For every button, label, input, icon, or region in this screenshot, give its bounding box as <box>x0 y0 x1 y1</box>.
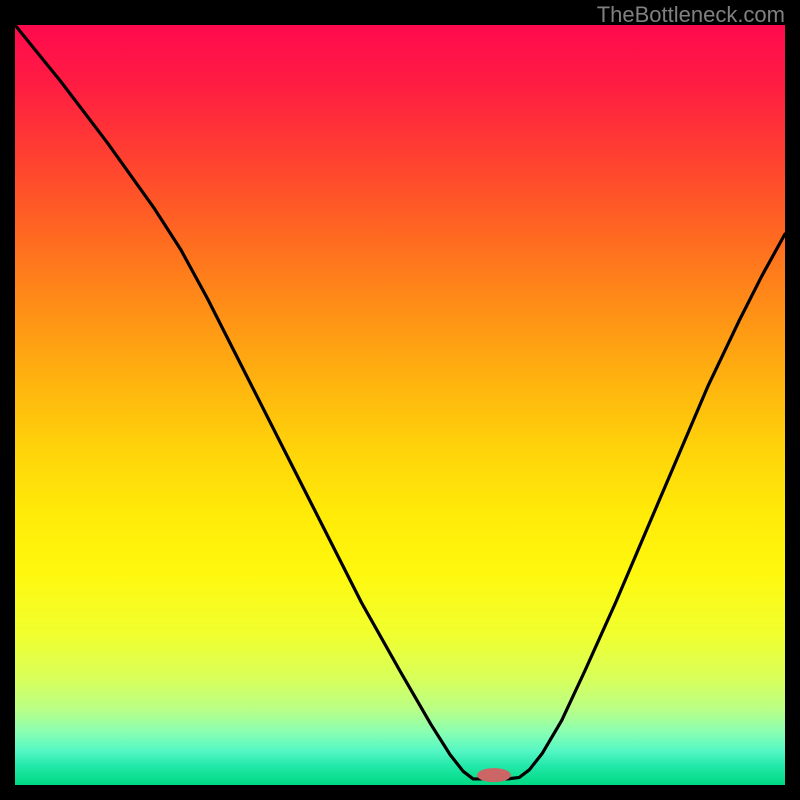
chart-svg <box>15 25 785 785</box>
watermark-text: TheBottleneck.com <box>597 2 785 28</box>
plot-area <box>15 25 785 785</box>
optimal-point-marker <box>477 768 511 782</box>
chart-container: TheBottleneck.com <box>0 0 800 800</box>
